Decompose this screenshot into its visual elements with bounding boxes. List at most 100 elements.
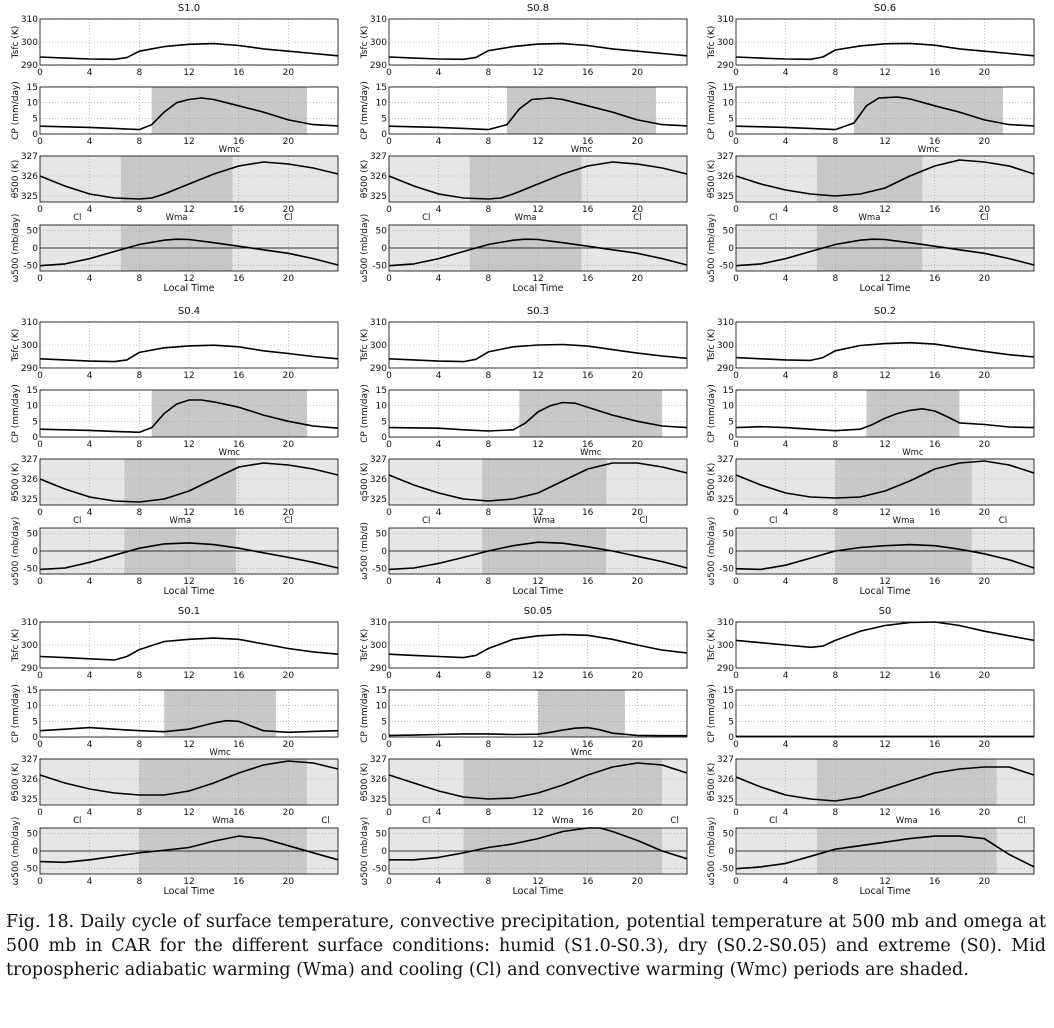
figure-caption: Fig. 18. Daily cycle of surface temperat…: [6, 912, 1046, 980]
y-axis-label: ω500 (mb/day): [360, 817, 370, 886]
x-tick-label: 8: [485, 808, 491, 818]
y-tick-label: 326: [370, 475, 387, 485]
series-line-omega: [39, 542, 339, 571]
x-axis-label: Local Time: [164, 283, 215, 294]
y-tick-label: 325: [370, 495, 387, 505]
y-tick-label: 0: [728, 433, 734, 443]
subplot-omega: -50 0 50 ω500 (mb/d) 0 4 8 12 16 20 Local Time: [360, 522, 688, 597]
y-axis-label: CP (mm/day): [707, 384, 717, 443]
x-tick-label: 16: [929, 68, 941, 78]
series-line-theta: [388, 462, 688, 502]
x-tick-label: 0: [37, 440, 43, 450]
y-tick-label: 325: [21, 495, 38, 505]
axes-frame: [39, 458, 339, 506]
x-tick-label: 12: [879, 137, 890, 147]
y-tick-label: 0: [32, 847, 38, 857]
axes-frame: [735, 155, 1035, 203]
wma-label: Wma: [552, 816, 574, 826]
x-tick-label: 8: [832, 740, 838, 750]
wma-shade: [835, 459, 972, 505]
x-tick-label: 8: [485, 274, 491, 284]
axes-frame: [735, 224, 1035, 272]
axes-frame: [735, 621, 1035, 669]
panel-title: S1.0: [178, 3, 200, 14]
y-tick-label: 300: [717, 341, 734, 351]
y-tick-label: 5: [381, 114, 387, 124]
x-tick-label: 0: [386, 808, 392, 818]
y-tick-label: 50: [27, 529, 39, 539]
x-tick-label: 20: [632, 877, 644, 887]
x-tick-label: 20: [979, 877, 991, 887]
axes-frame: [39, 621, 339, 669]
y-tick-label: 50: [723, 529, 735, 539]
cl-label: Cl: [769, 213, 777, 223]
y-axis-label: Tsfc (K): [11, 26, 21, 60]
x-tick-label: 8: [832, 205, 838, 215]
x-tick-label: 16: [582, 68, 594, 78]
x-tick-label: 12: [183, 508, 194, 518]
x-tick-label: 20: [979, 274, 991, 284]
cl-label: Cl: [1017, 816, 1025, 826]
x-tick-label: 8: [136, 440, 142, 450]
x-tick-label: 16: [582, 508, 594, 518]
y-tick-label: 0: [728, 847, 734, 857]
x-axis-label: Local Time: [513, 886, 564, 897]
x-tick-label: 0: [37, 808, 43, 818]
subplot-cp: 0 5 10 15 CP (mm/day) 0 4 8 12 16 20 Wmc: [11, 81, 339, 155]
x-axis-label: Local Time: [164, 886, 215, 897]
x-tick-label: 4: [87, 808, 93, 818]
x-tick-label: 0: [733, 205, 739, 215]
x-tick-label: 0: [37, 274, 43, 284]
x-tick-label: 12: [183, 274, 194, 284]
y-tick-label: 310: [717, 618, 734, 628]
y-tick-label: 290: [717, 364, 734, 374]
y-tick-label: 310: [21, 15, 38, 25]
y-tick-label: 290: [717, 664, 734, 674]
x-tick-label: 16: [582, 577, 594, 587]
y-tick-label: -50: [719, 565, 734, 575]
x-axis-label: Local Time: [513, 283, 564, 294]
axes-frame: [735, 389, 1035, 438]
cl-label: Cl: [73, 516, 81, 526]
y-tick-label: 325: [370, 795, 387, 805]
y-tick-label: 5: [728, 417, 734, 427]
y-axis-label: Tsfc (K): [707, 329, 717, 363]
x-tick-label: 8: [832, 440, 838, 450]
x-tick-label: 8: [832, 508, 838, 518]
x-tick-label: 8: [832, 577, 838, 587]
x-tick-label: 0: [733, 274, 739, 284]
y-axis-label: CP (mm/day): [707, 81, 717, 140]
x-tick-label: 0: [386, 740, 392, 750]
series-line-cp: [388, 401, 688, 432]
x-tick-label: 0: [733, 68, 739, 78]
x-tick-label: 4: [87, 877, 93, 887]
x-tick-label: 16: [233, 508, 245, 518]
subplot-omega: -50 0 50 ω500 (mb/day) 0 4 8 12 16 20 Local Time: [11, 214, 339, 294]
x-tick-label: 12: [183, 68, 194, 78]
axes-frame: [388, 18, 688, 66]
x-tick-label: 20: [283, 877, 295, 887]
y-tick-label: -50: [372, 262, 387, 272]
x-tick-label: 20: [979, 577, 991, 587]
cl-label: Cl: [422, 213, 430, 223]
y-tick-label: -50: [719, 262, 734, 272]
y-tick-label: 300: [370, 641, 387, 651]
x-tick-label: 4: [783, 808, 789, 818]
y-axis-label: θ500 (K): [707, 463, 717, 501]
x-axis-label: Local Time: [860, 886, 911, 897]
x-tick-label: 0: [733, 440, 739, 450]
x-tick-label: 8: [485, 577, 491, 587]
y-tick-label: 50: [723, 829, 735, 839]
series-line-theta: [735, 766, 1035, 802]
x-tick-label: 8: [485, 137, 491, 147]
x-tick-label: 4: [436, 877, 442, 887]
axes-frame: [39, 86, 339, 135]
x-tick-label: 4: [783, 205, 789, 215]
y-tick-label: 300: [21, 641, 38, 651]
wmc-shade: [506, 87, 656, 134]
